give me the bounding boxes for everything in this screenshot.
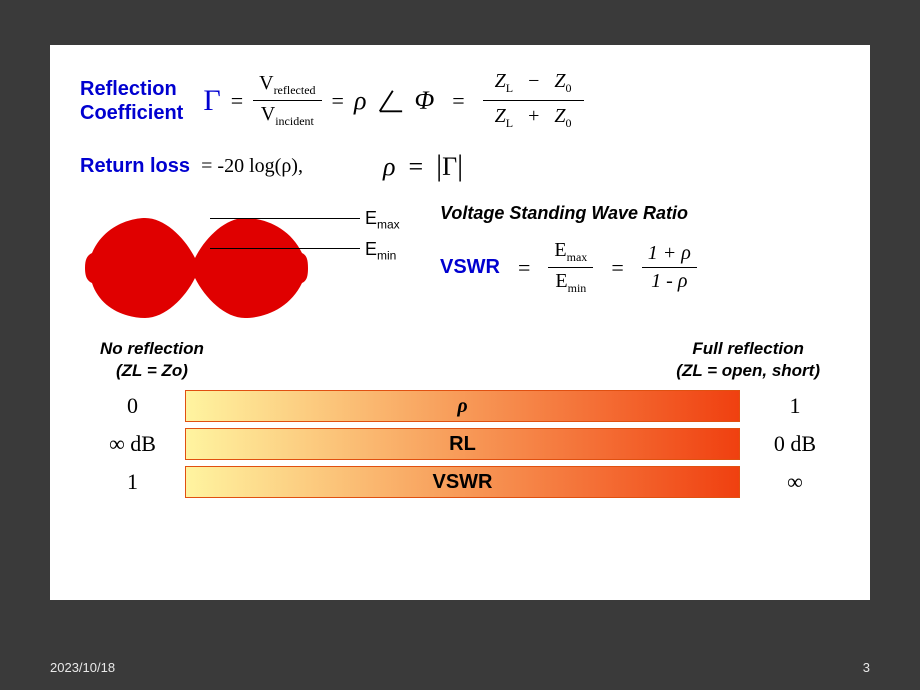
- footer-page: 3: [863, 660, 870, 675]
- rho-symbol: ρ: [354, 86, 366, 116]
- bar-right-0: 1: [740, 393, 840, 419]
- emax-line: [210, 218, 360, 219]
- return-loss-formula: = -20 log(ρ),: [196, 155, 303, 177]
- bar-rl: RL: [185, 428, 740, 460]
- bar-vswr: VSWR: [185, 466, 740, 498]
- footer-date: 2023/10/18: [50, 660, 115, 675]
- rho-abs-equation: ρ = |Γ|: [383, 149, 463, 183]
- gamma-equation: Γ = Vreflected Vincident = ρ Φ = ZL − Z0…: [203, 70, 583, 131]
- bar-row-vswr: 1 VSWR ∞: [80, 466, 840, 498]
- vswr-label: VSWR: [440, 256, 500, 279]
- bar-rho: ρ: [185, 390, 740, 422]
- emin-label: Emin: [365, 239, 396, 263]
- full-reflection-label: Full reflection (ZL = open, short): [676, 338, 820, 382]
- bar-row-rho: 0 ρ 1: [80, 390, 840, 422]
- return-loss-label: Return loss: [80, 155, 190, 177]
- v-fraction: Vreflected Vincident: [253, 72, 321, 129]
- gradient-bars: 0 ρ 1 ∞ dB RL 0 dB 1 VSWR ∞: [80, 390, 840, 498]
- emin-line: [210, 248, 360, 249]
- gamma-symbol: Γ: [203, 84, 220, 118]
- phi-symbol: Φ: [414, 86, 434, 116]
- z-fraction: ZL − Z0 ZL + Z0: [483, 70, 584, 131]
- emax-label: Emax: [365, 208, 400, 232]
- bar-left-2: 1: [80, 469, 185, 495]
- vswr-equation: VSWR = Emax Emin = 1 + ρ 1 - ρ: [440, 239, 840, 296]
- return-loss-row: Return loss = -20 log(ρ), ρ = |Γ|: [80, 149, 840, 183]
- bar-row-rl: ∞ dB RL 0 dB: [80, 428, 840, 460]
- vswr-title: Voltage Standing Wave Ratio: [440, 203, 840, 224]
- wave-vswr-row: Emax Emin Voltage Standing Wave Ratio VS…: [80, 203, 840, 323]
- vswr-block: Voltage Standing Wave Ratio VSWR = Emax …: [440, 203, 840, 296]
- reflection-coeff-label: Reflection Coefficient: [80, 77, 183, 125]
- bar-left-0: 0: [80, 393, 185, 419]
- bar-right-2: ∞: [740, 469, 840, 495]
- reflection-coeff-row: Reflection Coefficient Γ = Vreflected Vi…: [80, 70, 840, 131]
- angle-icon: [376, 87, 404, 115]
- slide-content: Reflection Coefficient Γ = Vreflected Vi…: [50, 45, 870, 600]
- no-reflection-label: No reflection (ZL = Zo): [100, 338, 204, 382]
- bar-right-1: 0 dB: [740, 431, 840, 457]
- reflection-labels-row: No reflection (ZL = Zo) Full reflection …: [80, 338, 840, 382]
- bar-left-1: ∞ dB: [80, 431, 185, 457]
- slide-footer: 2023/10/18 3: [50, 660, 870, 675]
- wave-shape: [80, 213, 310, 323]
- standing-wave-diagram: Emax Emin: [80, 203, 380, 323]
